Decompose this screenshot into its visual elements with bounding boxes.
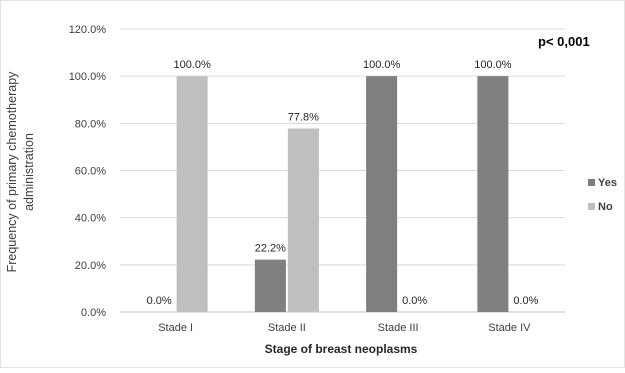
y-tick-label: 80.0%: [75, 118, 106, 130]
data-label-no-2: 77.8%: [288, 112, 319, 124]
legend-label-yes: Yes: [598, 177, 617, 189]
p-value-annotation: p< 0,001: [538, 34, 590, 49]
legend-swatch-yes: [588, 179, 595, 186]
data-label-yes-1: 0.0%: [147, 295, 172, 307]
legend: Yes No: [588, 177, 617, 213]
y-tick-label: 20.0%: [75, 260, 106, 272]
data-label-yes-3: 100.0%: [363, 59, 401, 71]
data-label-no-3: 0.0%: [402, 295, 427, 307]
legend-label-no: No: [598, 201, 613, 213]
bars: [176, 76, 509, 313]
x-tick-label: Stade III: [378, 322, 419, 334]
y-axis-ticks: 0.0% 20.0% 40.0% 60.0% 80.0% 100.0% 120.0%: [69, 24, 107, 319]
data-label-no-1: 100.0%: [173, 59, 211, 71]
data-label-yes-4: 100.0%: [474, 59, 512, 71]
x-tick-label: Stade II: [268, 322, 306, 334]
data-labels: 0.0% 100.0% 22.2% 77.8% 100.0% 0.0% 100.0% 0.0%: [147, 59, 539, 307]
x-tick-label: Stade IV: [488, 322, 531, 334]
bar-yes-3: [366, 76, 398, 313]
bar-yes-4: [477, 76, 509, 313]
y-axis-label-line-1: Frequency of primary chemotherapy: [5, 71, 19, 273]
bar-yes-2: [254, 259, 286, 312]
x-tick-label: Stade I: [158, 322, 193, 334]
y-tick-label: 0.0%: [81, 307, 106, 319]
x-axis-ticks: Stade I Stade II Stade III Stade IV: [158, 322, 531, 334]
legend-swatch-no: [588, 203, 595, 210]
x-axis-label: Stage of breast neoplasms: [265, 342, 418, 356]
y-tick-label: 60.0%: [75, 166, 106, 178]
data-label-yes-2: 22.2%: [255, 243, 286, 255]
y-axis-label-line-2: administration: [22, 133, 36, 211]
y-tick-label: 40.0%: [75, 213, 106, 225]
data-label-no-4: 0.0%: [513, 295, 538, 307]
y-tick-label: 120.0%: [69, 24, 107, 36]
bar-no-2: [287, 128, 319, 312]
y-tick-label: 100.0%: [69, 71, 107, 83]
bar-no-1: [176, 76, 208, 313]
